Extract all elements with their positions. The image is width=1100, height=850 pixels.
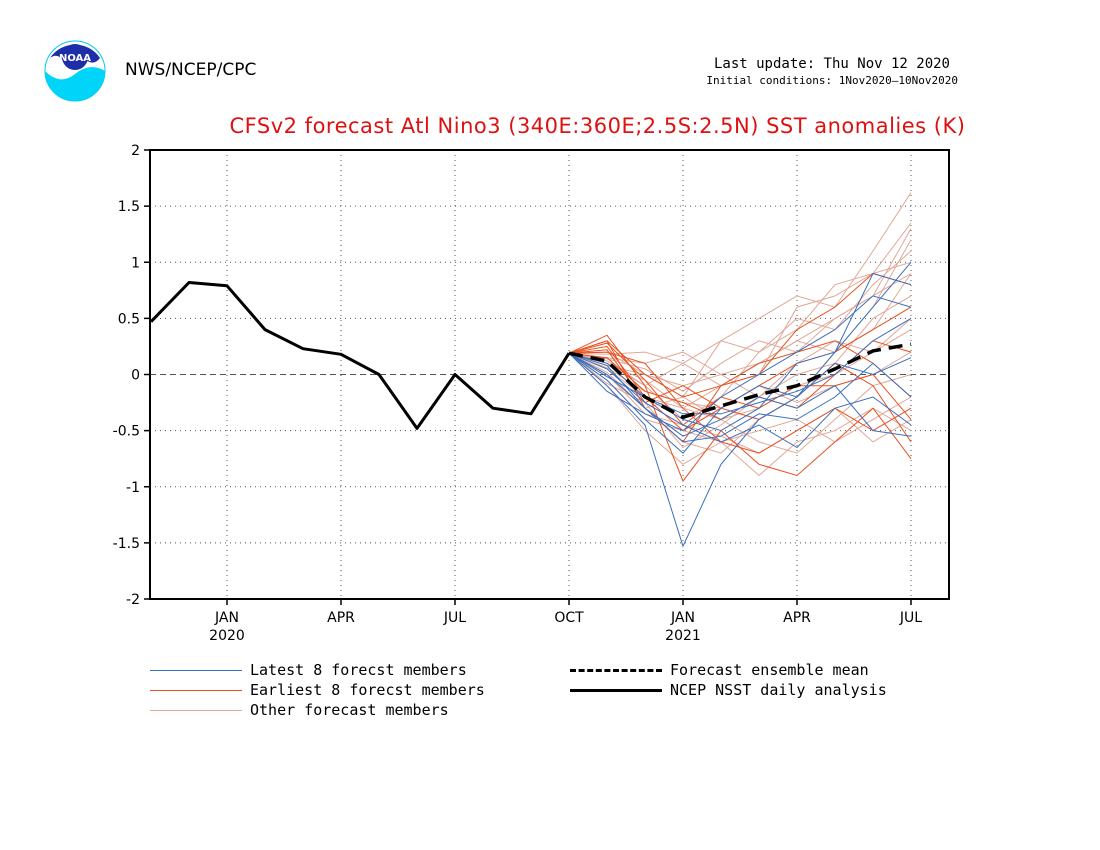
latest-member-line <box>568 261 912 432</box>
y-tick-label: -1.5 <box>113 536 140 552</box>
latest-member-line <box>568 352 912 437</box>
legend-item-mean: Forecast ensemble mean <box>570 661 869 679</box>
earliest-member-line <box>568 345 912 443</box>
x-tick-label: APR <box>327 610 355 626</box>
legend-item-earliest: Earliest 8 forecst members <box>150 681 485 699</box>
y-tick-label: -1 <box>126 480 140 496</box>
org-label: NWS/NCEP/CPC <box>125 60 257 80</box>
earliest-members-layer <box>568 272 912 483</box>
y-tick-label: 0 <box>131 368 140 384</box>
main-lines-layer <box>149 281 912 430</box>
legend-label-mean: Forecast ensemble mean <box>670 661 869 679</box>
x-tick-label: JUL <box>443 610 466 626</box>
latest-member-line <box>568 295 912 432</box>
y-tick-label: 1.5 <box>118 199 140 215</box>
legend-swatch-earliest <box>150 689 242 691</box>
other-member-line <box>568 352 912 465</box>
x-tick-label: JAN <box>214 610 239 626</box>
legend-item-analysis: NCEP NSST daily analysis <box>570 681 887 699</box>
grid <box>150 150 949 599</box>
initial-conditions: Initial conditions: 1Nov2020–10Nov2020 <box>706 74 958 87</box>
x-tick-label: JUL <box>899 610 922 626</box>
noaa-logo-text: NOAA <box>59 53 91 64</box>
axis-ticks: -2 -1.5 -1 -0.5 0 0.5 1 1.5 2 JAN 2020 APR JUL OCT JAN… <box>113 143 923 644</box>
y-tick-label: -2 <box>126 592 140 608</box>
legend-swatch-latest <box>150 669 242 671</box>
other-member-line <box>568 261 912 387</box>
chart-title: CFSv2 forecast Atl Nino3 (340E:360E;2.5S… <box>229 114 966 138</box>
legend-swatch-mean <box>570 668 662 672</box>
latest-members-layer <box>568 261 912 548</box>
latest-member-line <box>568 272 912 548</box>
noaa-logo: NOAA <box>44 40 106 102</box>
latest-member-line <box>568 317 912 415</box>
x-tick-year-label: 2021 <box>665 628 701 644</box>
nsst-analysis-line <box>149 281 571 430</box>
other-member-line <box>568 228 912 392</box>
plot-frame <box>149 149 950 600</box>
last-update: Last update: Thu Nov 12 2020 <box>713 56 950 72</box>
x-tick-label: OCT <box>554 610 584 626</box>
y-tick-label: 0.5 <box>118 311 140 327</box>
legend-item-latest: Latest 8 forecst members <box>150 661 467 679</box>
legend-label-other: Other forecast members <box>250 701 449 719</box>
ensemble-mean-line <box>568 342 912 420</box>
legend-swatch-other <box>150 709 242 711</box>
y-tick-label: -0.5 <box>113 424 140 440</box>
latest-member-line <box>568 352 912 449</box>
legend-label-latest: Latest 8 forecst members <box>250 661 467 679</box>
x-tick-label: APR <box>783 610 811 626</box>
legend-swatch-analysis <box>570 688 662 692</box>
y-tick-label: 2 <box>131 143 140 159</box>
x-tick-label: JAN <box>670 610 695 626</box>
other-member-line <box>568 273 912 376</box>
latest-member-line <box>568 352 912 454</box>
earliest-member-line <box>568 351 912 454</box>
legend-label-analysis: NCEP NSST daily analysis <box>670 681 887 699</box>
legend-label-earliest: Earliest 8 forecst members <box>250 681 485 699</box>
legend-item-other: Other forecast members <box>150 701 449 719</box>
other-member-line <box>568 192 912 398</box>
y-tick-label: 1 <box>131 255 140 271</box>
x-tick-year-label: 2020 <box>209 628 245 644</box>
